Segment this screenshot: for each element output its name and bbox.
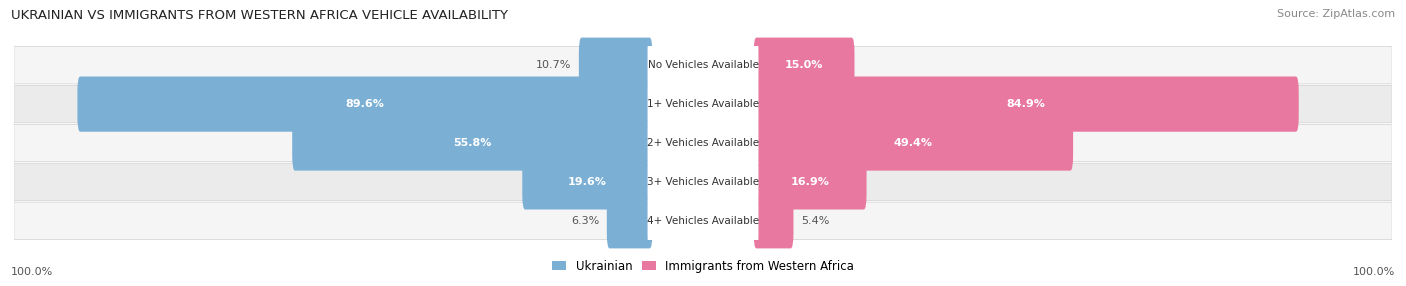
Text: 49.4%: 49.4% (894, 138, 932, 148)
Text: 89.6%: 89.6% (346, 99, 384, 109)
FancyBboxPatch shape (754, 37, 855, 93)
FancyBboxPatch shape (14, 124, 1392, 162)
Text: No Vehicles Available: No Vehicles Available (648, 60, 758, 70)
FancyBboxPatch shape (292, 115, 652, 171)
Text: 16.9%: 16.9% (790, 177, 830, 187)
Text: 5.4%: 5.4% (801, 216, 830, 226)
FancyBboxPatch shape (77, 76, 652, 132)
Text: 2+ Vehicles Available: 2+ Vehicles Available (647, 138, 759, 148)
Text: UKRAINIAN VS IMMIGRANTS FROM WESTERN AFRICA VEHICLE AVAILABILITY: UKRAINIAN VS IMMIGRANTS FROM WESTERN AFR… (11, 9, 508, 21)
FancyBboxPatch shape (754, 154, 866, 210)
FancyBboxPatch shape (14, 86, 1392, 123)
FancyBboxPatch shape (607, 193, 652, 249)
Text: 4+ Vehicles Available: 4+ Vehicles Available (647, 216, 759, 226)
FancyBboxPatch shape (648, 78, 758, 130)
FancyBboxPatch shape (14, 202, 1392, 239)
Text: 55.8%: 55.8% (453, 138, 492, 148)
FancyBboxPatch shape (648, 117, 758, 169)
Text: 100.0%: 100.0% (1353, 267, 1395, 277)
Legend: Ukrainian, Immigrants from Western Africa: Ukrainian, Immigrants from Western Afric… (547, 255, 859, 277)
Text: 15.0%: 15.0% (785, 60, 824, 70)
Text: 1+ Vehicles Available: 1+ Vehicles Available (647, 99, 759, 109)
Text: 19.6%: 19.6% (568, 177, 607, 187)
FancyBboxPatch shape (754, 193, 793, 249)
FancyBboxPatch shape (14, 163, 1392, 200)
FancyBboxPatch shape (648, 39, 758, 91)
FancyBboxPatch shape (754, 76, 1299, 132)
FancyBboxPatch shape (754, 115, 1073, 171)
FancyBboxPatch shape (648, 156, 758, 208)
FancyBboxPatch shape (648, 195, 758, 247)
Text: Source: ZipAtlas.com: Source: ZipAtlas.com (1277, 9, 1395, 19)
Text: 100.0%: 100.0% (11, 267, 53, 277)
Text: 10.7%: 10.7% (536, 60, 571, 70)
Text: 6.3%: 6.3% (571, 216, 599, 226)
Text: 3+ Vehicles Available: 3+ Vehicles Available (647, 177, 759, 187)
FancyBboxPatch shape (579, 37, 652, 93)
Text: 84.9%: 84.9% (1007, 99, 1046, 109)
FancyBboxPatch shape (522, 154, 652, 210)
FancyBboxPatch shape (14, 47, 1392, 84)
